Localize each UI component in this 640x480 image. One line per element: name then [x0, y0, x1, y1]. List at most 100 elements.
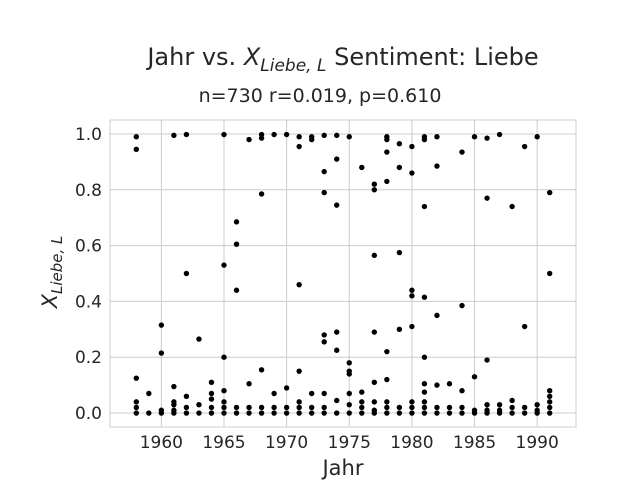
data-point	[459, 410, 465, 416]
data-point	[171, 383, 177, 390]
data-point	[346, 401, 352, 408]
data-point	[546, 399, 553, 405]
data-point	[221, 262, 227, 268]
data-point	[359, 164, 365, 171]
data-point	[484, 410, 490, 416]
data-point	[459, 302, 465, 309]
data-point	[334, 156, 340, 162]
data-point	[509, 397, 515, 404]
data-point	[521, 323, 528, 330]
y-axis-label: XLiebe, L	[38, 236, 66, 310]
data-point	[233, 241, 240, 247]
data-point	[546, 393, 553, 399]
data-point	[133, 410, 140, 416]
data-point	[546, 388, 553, 394]
data-point	[546, 410, 553, 416]
data-point	[133, 146, 140, 153]
y-tick-label: 0.0	[75, 404, 102, 424]
data-point	[521, 143, 528, 150]
tick-labels: 1960 1965 1970 1975 1980 1985 1990 0.0 0.2 0.4 0.6…	[75, 125, 559, 453]
y-axis-label-sub: Liebe, L	[48, 236, 66, 294]
data-point	[296, 410, 302, 416]
data-point	[546, 404, 553, 411]
chart-subtitle: n=730 r=0.019, p=0.610	[199, 85, 442, 107]
data-point	[509, 404, 515, 411]
data-point	[183, 404, 190, 411]
data-point	[446, 404, 453, 411]
data-point	[133, 399, 140, 405]
data-point	[409, 404, 415, 411]
data-point	[334, 329, 340, 335]
data-point	[208, 404, 215, 411]
y-axis-label-var: X	[38, 293, 62, 309]
data-point	[334, 347, 340, 353]
data-point	[271, 404, 277, 411]
data-point	[409, 170, 415, 176]
data-point	[308, 404, 315, 411]
data-point	[496, 401, 503, 408]
data-point	[321, 189, 327, 196]
data-point	[546, 270, 553, 277]
data-point	[471, 410, 478, 416]
x-tick-label: 1975	[328, 433, 371, 453]
data-point	[484, 401, 490, 408]
data-point	[246, 381, 252, 387]
data-point	[521, 410, 528, 416]
data-point	[396, 141, 403, 147]
x-tick-label: 1990	[516, 433, 559, 453]
data-point	[459, 388, 465, 394]
data-point	[434, 382, 440, 388]
data-point	[421, 399, 428, 405]
data-point	[409, 399, 415, 405]
data-point	[271, 410, 277, 416]
data-point	[396, 164, 403, 171]
data-point	[133, 404, 140, 411]
data-point	[421, 354, 428, 360]
data-point	[371, 181, 378, 187]
data-point	[434, 134, 440, 140]
data-point	[208, 379, 215, 386]
data-point	[171, 410, 177, 416]
data-point	[233, 219, 240, 225]
data-point	[496, 131, 503, 138]
data-point	[384, 149, 390, 155]
data-point	[421, 203, 428, 210]
x-tick-label: 1965	[202, 433, 245, 453]
data-point	[196, 401, 202, 408]
data-point	[334, 132, 340, 139]
data-point	[233, 410, 240, 416]
data-point	[409, 293, 415, 299]
x-tick-label: 1980	[390, 433, 433, 453]
data-point	[158, 350, 165, 356]
data-point	[221, 399, 227, 405]
data-point	[196, 336, 202, 342]
data-point	[221, 388, 227, 394]
data-point	[359, 410, 365, 416]
data-point	[196, 410, 202, 416]
data-point	[321, 390, 327, 397]
data-point	[459, 149, 465, 155]
data-point	[233, 287, 240, 293]
data-point	[484, 357, 490, 363]
data-point	[258, 367, 265, 373]
data-point	[334, 410, 340, 416]
data-point	[521, 404, 528, 411]
data-point	[459, 404, 465, 411]
chart-title-var-sub: Liebe, L	[260, 56, 326, 76]
data-point	[384, 348, 390, 355]
data-point	[283, 131, 290, 138]
data-point	[321, 332, 327, 338]
data-point	[371, 399, 378, 405]
data-point	[308, 136, 315, 143]
data-point	[283, 404, 290, 411]
chart-title-prefix: Jahr vs.	[145, 43, 243, 71]
data-point	[296, 368, 302, 374]
data-point	[421, 136, 428, 143]
data-point	[371, 410, 378, 416]
x-axis-label: Jahr	[320, 456, 363, 480]
data-point	[233, 404, 240, 411]
data-point	[396, 410, 403, 416]
data-point	[246, 410, 252, 416]
data-point	[396, 326, 403, 333]
data-point	[371, 329, 378, 335]
